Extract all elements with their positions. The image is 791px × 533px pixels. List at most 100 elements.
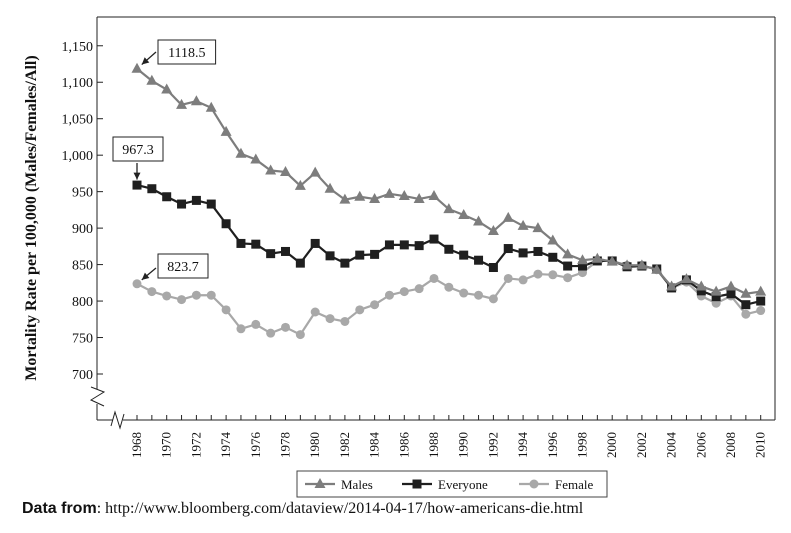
legend-label: Males <box>341 477 373 492</box>
x-tick-label: 1996 <box>545 432 560 459</box>
data-point <box>310 238 320 248</box>
y-tick-label: 850 <box>72 259 93 274</box>
data-point <box>325 314 335 324</box>
data-point <box>459 250 469 260</box>
data-point <box>399 287 409 297</box>
data-point <box>383 187 395 198</box>
x-tick-label: 1976 <box>248 432 263 459</box>
data-point <box>756 296 766 306</box>
data-point <box>221 219 231 229</box>
x-tick-label: 1994 <box>515 432 530 459</box>
data-point <box>281 246 290 256</box>
data-point <box>636 259 648 270</box>
data-point <box>459 288 469 298</box>
y-tick-label: 800 <box>72 295 93 310</box>
data-point <box>177 295 187 305</box>
callout-box <box>157 253 209 279</box>
series-female <box>132 256 766 340</box>
data-point <box>309 166 321 177</box>
legend-item-everyone: Everyone <box>402 477 488 492</box>
data-point <box>532 222 544 233</box>
data-point <box>548 270 558 280</box>
data-source-url: : http://www.bloomberg.com/dataview/2014… <box>96 500 584 517</box>
data-point <box>502 211 514 222</box>
data-point <box>340 316 350 326</box>
y-tick-label: 1,150 <box>62 40 94 55</box>
data-point <box>474 290 484 300</box>
data-point <box>518 248 528 258</box>
y-tick-label: 1,000 <box>62 149 94 164</box>
data-point <box>711 292 721 302</box>
data-point <box>696 286 706 296</box>
data-point <box>294 179 306 190</box>
data-point <box>503 244 513 254</box>
data-point <box>176 98 188 109</box>
data-point <box>621 259 633 270</box>
data-point <box>529 479 539 489</box>
x-tick-label: 1984 <box>367 432 382 459</box>
data-point <box>236 324 246 334</box>
data-point <box>221 305 231 315</box>
data-point <box>281 322 290 332</box>
data-point <box>236 238 246 248</box>
x-tick-label: 1982 <box>337 432 352 458</box>
x-tick-label: 2010 <box>753 432 768 458</box>
data-point <box>147 184 157 194</box>
data-point <box>340 258 350 268</box>
data-point <box>740 287 752 298</box>
data-point <box>412 479 422 489</box>
data-point <box>428 190 440 201</box>
data-point <box>325 251 335 261</box>
data-point <box>220 125 232 136</box>
data-point <box>533 246 543 256</box>
data-point <box>354 190 366 201</box>
callout-text: 823.7 <box>167 260 199 275</box>
data-point <box>429 234 439 244</box>
data-point <box>444 244 454 254</box>
data-point <box>473 215 485 226</box>
callout-everyone: 967.3 <box>112 136 164 180</box>
data-point <box>606 255 618 266</box>
callout-males: 1118.5 <box>141 39 217 66</box>
data-point <box>578 261 587 271</box>
data-point <box>487 225 499 236</box>
data-point <box>577 254 588 265</box>
callout-female: 823.7 <box>141 253 209 281</box>
callout-text: 1118.5 <box>168 46 205 61</box>
data-point <box>191 195 201 205</box>
data-point <box>324 182 336 193</box>
data-point <box>741 300 751 310</box>
x-tick-label: 2008 <box>723 432 738 458</box>
data-point <box>429 273 439 283</box>
data-point <box>517 219 529 230</box>
y-tick-label: 700 <box>72 368 93 383</box>
data-point <box>533 269 543 279</box>
data-point <box>235 147 247 158</box>
data-point <box>399 240 409 250</box>
data-point <box>355 305 365 315</box>
x-tick-label: 1972 <box>188 432 203 458</box>
data-point <box>355 250 365 260</box>
x-tick-label: 1990 <box>456 432 471 458</box>
y-axis-break-mark <box>89 386 106 407</box>
data-point <box>161 83 173 94</box>
data-point <box>146 74 158 85</box>
data-point <box>206 199 216 209</box>
x-tick-label: 1974 <box>218 432 233 459</box>
data-point <box>680 273 692 284</box>
data-point <box>444 282 454 292</box>
legend-item-female: Female <box>519 477 593 492</box>
data-point <box>384 290 394 300</box>
data-point <box>695 280 707 291</box>
data-point <box>339 193 351 204</box>
data-point <box>369 192 381 203</box>
y-axis-title: Mortality Rate per 100,000 (Males/Female… <box>23 55 40 380</box>
x-tick-label: 1980 <box>307 432 322 458</box>
data-point <box>562 248 574 259</box>
data-point <box>310 307 320 317</box>
data-point <box>280 165 291 176</box>
data-point <box>443 203 455 214</box>
series-line <box>136 259 761 336</box>
data-point <box>191 290 201 300</box>
x-tick-label: 2000 <box>604 432 619 458</box>
